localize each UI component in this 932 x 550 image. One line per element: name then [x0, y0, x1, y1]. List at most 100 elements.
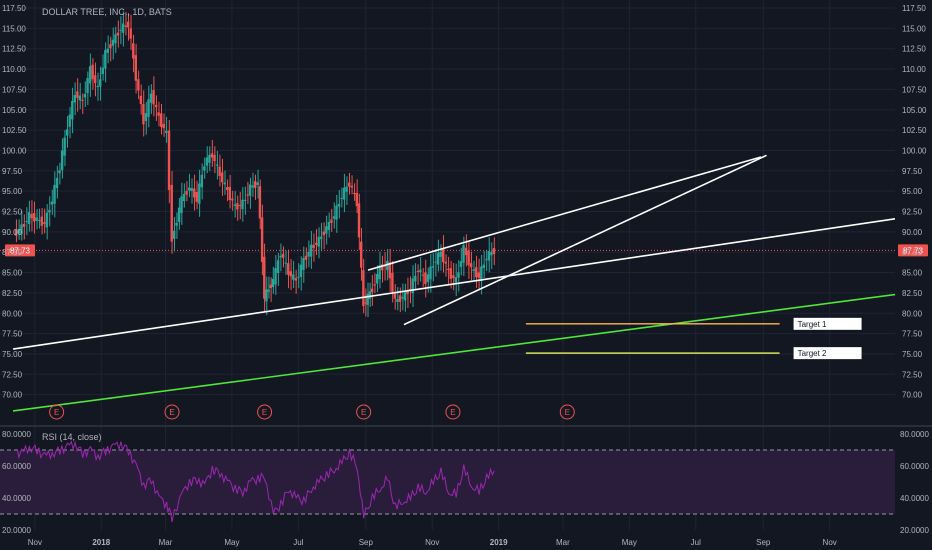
candle-body[interactable]: [411, 278, 414, 294]
candle-body[interactable]: [76, 91, 79, 98]
candle-body[interactable]: [25, 221, 28, 223]
candle-body[interactable]: [289, 271, 292, 277]
candle-body[interactable]: [492, 248, 496, 255]
candle-body[interactable]: [269, 284, 273, 289]
candle-body[interactable]: [63, 137, 66, 156]
candle-body[interactable]: [162, 124, 165, 129]
candle-body[interactable]: [452, 275, 455, 279]
candle-body[interactable]: [200, 174, 204, 188]
candle-body[interactable]: [464, 247, 468, 256]
earnings-marker-icon[interactable]: [49, 404, 65, 420]
candle-body[interactable]: [129, 28, 132, 39]
candle-body[interactable]: [364, 302, 367, 304]
candle-body[interactable]: [314, 242, 318, 245]
candle-body[interactable]: [126, 21, 130, 28]
candle-body[interactable]: [304, 255, 308, 260]
candle-body[interactable]: [307, 251, 310, 257]
candle-body[interactable]: [134, 55, 138, 81]
candle-body[interactable]: [142, 104, 145, 125]
candle-body[interactable]: [359, 241, 363, 268]
candle-body[interactable]: [419, 269, 422, 273]
candle-body[interactable]: [416, 270, 420, 272]
candle-body[interactable]: [68, 114, 71, 127]
candle-body[interactable]: [327, 222, 331, 230]
candle-body[interactable]: [73, 94, 77, 103]
candle-body[interactable]: [256, 182, 259, 186]
candle-body[interactable]: [185, 190, 188, 195]
candle-body[interactable]: [190, 188, 193, 191]
candle-body[interactable]: [434, 261, 437, 263]
candle-body[interactable]: [406, 290, 409, 295]
candle-body[interactable]: [218, 166, 221, 177]
candle-body[interactable]: [106, 48, 110, 53]
earnings-marker-icon[interactable]: [356, 404, 372, 420]
candle-body[interactable]: [429, 266, 432, 280]
candle-body[interactable]: [292, 274, 295, 280]
candle-body[interactable]: [345, 186, 348, 192]
candle-body[interactable]: [220, 172, 224, 183]
candlestick-series[interactable]: [14, 11, 496, 318]
candle-body[interactable]: [187, 187, 191, 191]
candle-body[interactable]: [482, 264, 486, 268]
candle-body[interactable]: [137, 79, 140, 91]
candle-body[interactable]: [401, 296, 404, 299]
candle-body[interactable]: [340, 198, 343, 200]
candle-body[interactable]: [165, 130, 168, 134]
candle-body[interactable]: [81, 99, 84, 101]
candle-body[interactable]: [116, 32, 120, 36]
candle-body[interactable]: [393, 291, 397, 299]
candle-body[interactable]: [78, 95, 82, 101]
candle-body[interactable]: [251, 185, 254, 188]
trendline[interactable]: [367, 156, 762, 271]
candle-body[interactable]: [66, 129, 69, 136]
candle-body[interactable]: [175, 222, 178, 226]
candle-body[interactable]: [32, 212, 36, 222]
candle-body[interactable]: [281, 253, 285, 258]
candle-body[interactable]: [383, 265, 386, 267]
candle-body[interactable]: [213, 154, 216, 162]
candle-body[interactable]: [53, 184, 56, 204]
candle-body[interactable]: [88, 66, 92, 84]
candle-body[interactable]: [210, 153, 214, 158]
candle-body[interactable]: [101, 67, 104, 75]
candle-body[interactable]: [447, 268, 450, 270]
candle-body[interactable]: [431, 266, 435, 268]
candle-body[interactable]: [43, 222, 46, 224]
candle-body[interactable]: [139, 95, 143, 105]
candle-body[interactable]: [205, 157, 209, 166]
candle-body[interactable]: [353, 192, 356, 195]
candle-body[interactable]: [454, 277, 458, 283]
candle-body[interactable]: [263, 256, 266, 299]
candle-body[interactable]: [147, 99, 150, 117]
candle-body[interactable]: [287, 263, 290, 275]
earnings-marker-icon[interactable]: [164, 404, 180, 420]
candle-body[interactable]: [17, 229, 21, 234]
candle-body[interactable]: [332, 216, 336, 219]
candle-body[interactable]: [391, 272, 394, 292]
candle-body[interactable]: [480, 266, 483, 281]
candle-body[interactable]: [50, 201, 54, 205]
candle-body[interactable]: [325, 226, 328, 234]
candle-body[interactable]: [83, 94, 87, 98]
candle-body[interactable]: [350, 185, 353, 188]
earnings-marker-icon[interactable]: [445, 404, 461, 420]
candle-body[interactable]: [366, 293, 369, 305]
candle-body[interactable]: [226, 187, 229, 191]
candle-body[interactable]: [487, 251, 491, 261]
candle-body[interactable]: [248, 184, 252, 196]
candle-body[interactable]: [368, 291, 372, 299]
candle-body[interactable]: [302, 258, 305, 271]
candle-body[interactable]: [274, 268, 277, 285]
candle-body[interactable]: [378, 265, 381, 280]
candle-body[interactable]: [442, 248, 445, 263]
candle-body[interactable]: [260, 217, 264, 262]
candle-body[interactable]: [462, 245, 465, 263]
candle-body[interactable]: [91, 64, 94, 80]
candle-body[interactable]: [93, 75, 97, 84]
candle-body[interactable]: [444, 261, 447, 264]
candle-body[interactable]: [309, 244, 313, 257]
candle-body[interactable]: [386, 260, 389, 271]
drawings-layer[interactable]: 87.73 87.73 Target 1 Target 2: [0, 154, 928, 412]
candle-body[interactable]: [144, 113, 148, 122]
